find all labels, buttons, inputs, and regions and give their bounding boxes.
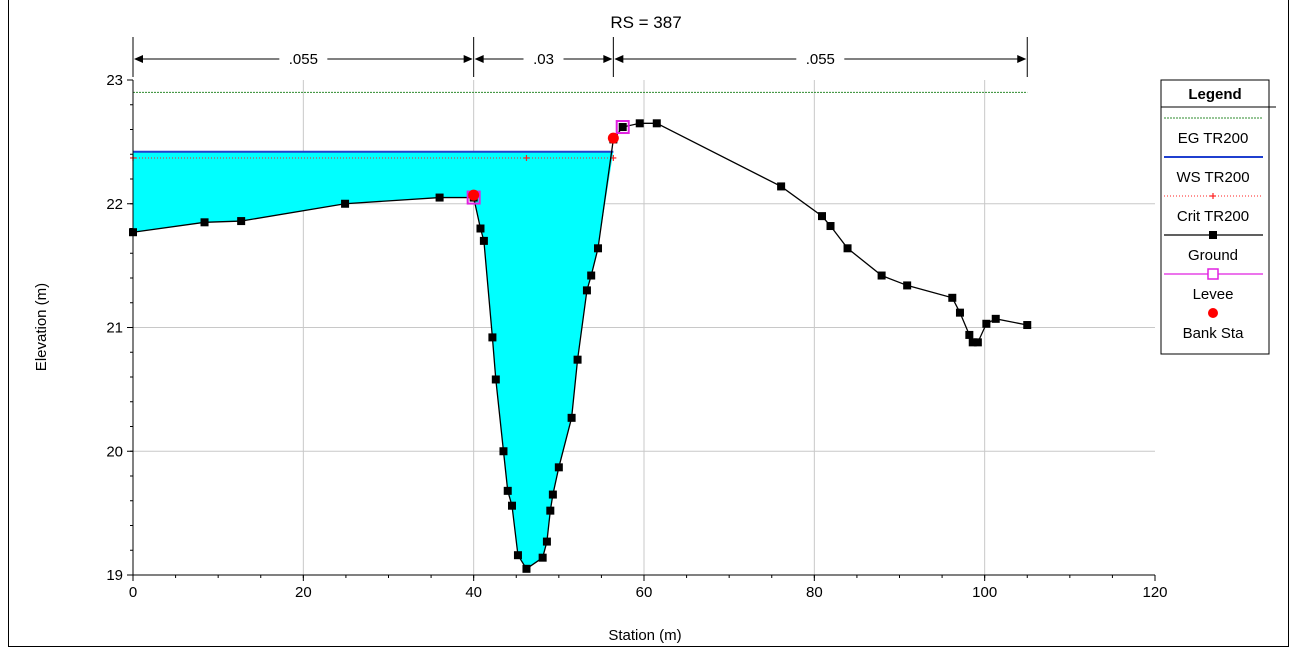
mannings-bar: .055 .03 .055 bbox=[132, 37, 1028, 77]
x-tick-label: 20 bbox=[295, 584, 312, 601]
series-marker bbox=[948, 293, 957, 302]
series-marker bbox=[877, 271, 886, 280]
series-marker bbox=[546, 506, 555, 515]
series-marker bbox=[982, 319, 991, 328]
series-marker bbox=[542, 537, 551, 546]
series-marker bbox=[237, 217, 246, 226]
series-marker bbox=[476, 224, 485, 233]
x-tick-label: 0 bbox=[129, 584, 137, 601]
y-tick-label: 19 bbox=[106, 567, 123, 584]
x-tick-label: 80 bbox=[806, 584, 823, 601]
legend-item: Crit TR200 bbox=[1164, 193, 1263, 225]
series-marker bbox=[991, 314, 1000, 323]
mannings-arrowhead bbox=[474, 55, 484, 63]
mannings-value: .03 bbox=[533, 51, 554, 68]
series-marker bbox=[573, 355, 582, 364]
series-marker bbox=[777, 182, 786, 191]
legend-box bbox=[1160, 79, 1270, 355]
legend-item: EG TR200 bbox=[1164, 117, 1263, 147]
series-marker bbox=[843, 244, 852, 253]
water-area bbox=[133, 151, 614, 569]
legend-label: Levee bbox=[1193, 286, 1234, 303]
series-marker bbox=[955, 308, 964, 317]
series-marker bbox=[507, 501, 516, 510]
series-marker bbox=[587, 271, 596, 280]
series-marker bbox=[491, 375, 500, 384]
series-ground bbox=[129, 119, 1032, 573]
legend-label: WS TR200 bbox=[1176, 169, 1249, 186]
mannings-arrowhead bbox=[614, 55, 624, 63]
series-marker bbox=[513, 551, 522, 560]
x-tick-label: 100 bbox=[972, 584, 997, 601]
x-tick-label: 60 bbox=[636, 584, 653, 601]
series-marker bbox=[468, 189, 480, 201]
legend-label: Bank Sta bbox=[1183, 325, 1245, 342]
series-marker bbox=[488, 333, 497, 342]
legend-items: EG TR200 WS TR200 Crit TR200 Ground Levee Ban… bbox=[1164, 117, 1263, 342]
series-marker bbox=[1023, 321, 1032, 330]
series-marker bbox=[903, 281, 912, 290]
series-marker bbox=[618, 123, 627, 132]
mannings-arrowhead bbox=[463, 55, 473, 63]
series-marker bbox=[538, 553, 547, 562]
legend-swatch bbox=[1207, 268, 1219, 280]
series-marker bbox=[965, 330, 974, 339]
chart-frame bbox=[8, 0, 1289, 647]
y-axis-title: Elevation (m) bbox=[33, 283, 50, 371]
series-marker bbox=[652, 119, 661, 128]
y-tick-label: 23 bbox=[106, 72, 123, 89]
legend: Legend EG TR200 WS TR200 Crit TR200 Ground L… bbox=[1160, 79, 1276, 355]
legend-label: Ground bbox=[1188, 247, 1238, 264]
series-bank-sta bbox=[468, 132, 619, 201]
legend-item: Bank Sta bbox=[1183, 308, 1245, 342]
series-marker bbox=[341, 199, 350, 208]
series-marker bbox=[554, 463, 563, 472]
legend-swatch bbox=[1208, 308, 1218, 318]
y-tick-label: 22 bbox=[106, 196, 123, 213]
mannings-value: .055 bbox=[289, 51, 318, 68]
legend-item: Ground bbox=[1164, 231, 1263, 264]
series-marker bbox=[817, 212, 826, 221]
series-marker bbox=[567, 413, 576, 422]
y-tick-label: 21 bbox=[106, 320, 123, 337]
mannings-value: .055 bbox=[806, 51, 835, 68]
series-marker bbox=[826, 222, 835, 231]
x-tick-label: 120 bbox=[1142, 584, 1167, 601]
series-marker bbox=[582, 286, 591, 295]
series-marker bbox=[635, 119, 644, 128]
legend-title: Legend bbox=[1188, 86, 1241, 103]
y-tick-label: 20 bbox=[106, 443, 123, 460]
series-marker bbox=[200, 218, 209, 227]
legend-item: WS TR200 bbox=[1164, 156, 1263, 186]
legend-item: Levee bbox=[1164, 268, 1263, 303]
chart-title: RS = 387 bbox=[610, 13, 681, 32]
series-marker bbox=[968, 338, 977, 347]
water-fill bbox=[133, 151, 614, 569]
x-axis-title: Station (m) bbox=[608, 627, 681, 644]
series-marker bbox=[548, 490, 557, 499]
legend-swatch bbox=[1209, 231, 1217, 239]
series-marker bbox=[607, 132, 619, 144]
x-tick-label: 40 bbox=[465, 584, 482, 601]
series-marker bbox=[615, 120, 630, 135]
series-marker bbox=[594, 244, 603, 253]
series-marker bbox=[499, 447, 508, 456]
legend-label: EG TR200 bbox=[1178, 130, 1249, 147]
series-layer bbox=[129, 91, 1032, 573]
legend-label: Crit TR200 bbox=[1177, 208, 1249, 225]
series-marker bbox=[973, 338, 982, 347]
mannings-arrowhead bbox=[1017, 55, 1027, 63]
series-marker bbox=[479, 236, 488, 245]
mannings-arrowhead bbox=[134, 55, 143, 63]
series-marker bbox=[522, 564, 531, 573]
mannings-arrowhead bbox=[603, 55, 613, 63]
series-marker bbox=[435, 193, 444, 202]
series-marker bbox=[503, 486, 512, 495]
axes: 0 20 40 60 80 100 120 19 20 21 22 23 bbox=[106, 72, 1167, 601]
